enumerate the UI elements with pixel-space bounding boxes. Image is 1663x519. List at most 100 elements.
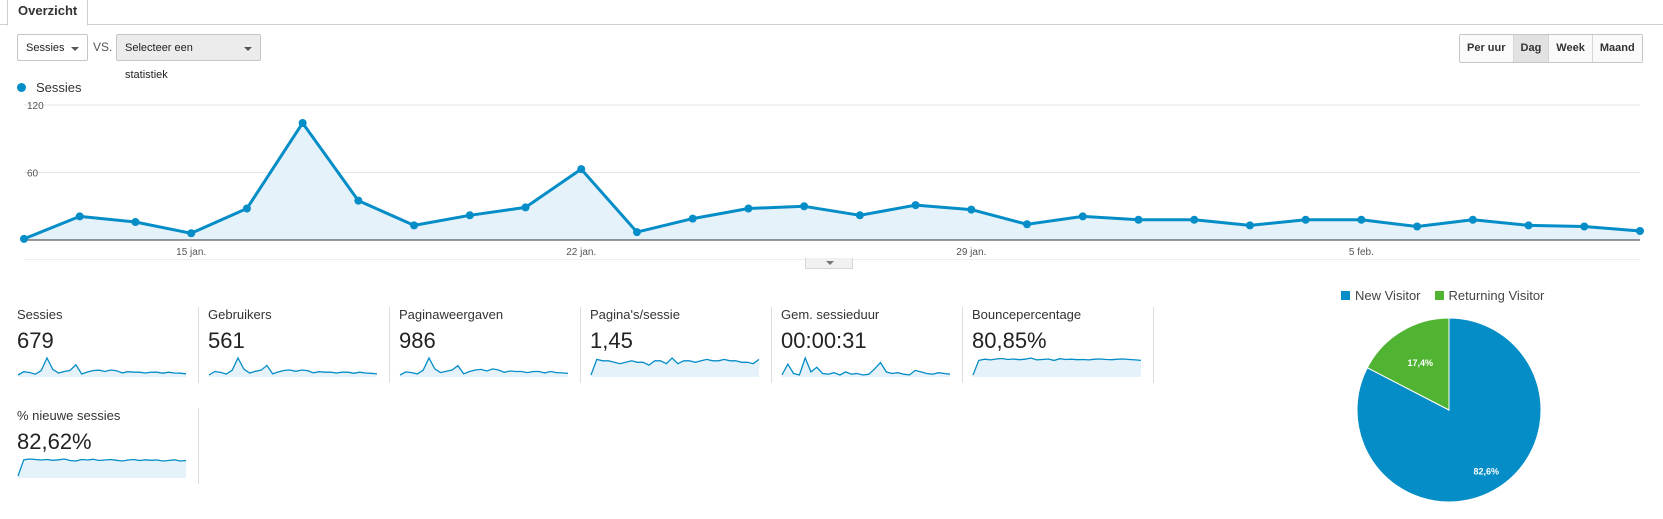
metric-sparkline	[781, 356, 951, 377]
data-point	[465, 211, 474, 220]
series-line	[23, 121, 1641, 241]
x-tick-label: 22 jan.	[566, 247, 596, 258]
metric-tile[interactable]: Gebruikers 561	[208, 307, 398, 385]
metric-tile[interactable]: Gem. sessieduur 00:00:31	[781, 307, 971, 385]
metric-label: Bouncepercentage	[972, 307, 1082, 322]
metric-value: 679	[17, 328, 54, 353]
data-point	[521, 203, 530, 212]
metric-tile[interactable]: Paginaweergaven 986	[399, 307, 589, 385]
metric-label: Pagina's/sessie	[590, 307, 680, 322]
metric-sparkline	[972, 357, 1142, 377]
pie-slice-label: 17,4%	[1408, 358, 1434, 368]
chevron-down-icon	[71, 47, 79, 51]
x-tick-label: 29 jan.	[956, 247, 986, 258]
pie-legend-returning: Returning Visitor	[1434, 288, 1545, 303]
data-point	[1078, 212, 1087, 221]
metric-value: 561	[208, 328, 245, 353]
pie-legend: New Visitor Returning Visitor	[1341, 288, 1544, 303]
sparkline-area	[591, 358, 759, 377]
sparkline-line	[781, 356, 951, 376]
tab-bar: Overzicht	[0, 0, 1663, 26]
metric-value: 00:00:31	[781, 328, 867, 353]
data-point	[20, 234, 28, 243]
data-point	[298, 119, 307, 127]
data-point	[967, 205, 976, 214]
data-point	[744, 204, 753, 213]
compare-metric-select[interactable]: Selecteer een statistiek	[116, 34, 261, 81]
compare-select-label: Selecteer een statistiek	[125, 42, 193, 81]
tile-divider	[1153, 307, 1154, 383]
y-tick-label: 120	[27, 101, 44, 112]
x-tick-label: 15 jan.	[176, 247, 206, 258]
visitor-type-pie-chart: 82,6% 17,4%	[1356, 317, 1542, 503]
data-point	[688, 214, 697, 223]
sparkline-line	[17, 458, 187, 477]
granularity-month-button[interactable]: Maand	[1592, 35, 1642, 62]
metric-tile[interactable]: Pagina's/sessie 1,45	[590, 307, 780, 385]
chart-collapse-handle[interactable]	[805, 258, 853, 269]
data-point	[1524, 221, 1533, 230]
sparkline-line	[590, 357, 760, 376]
metric-label: Sessies	[17, 307, 63, 322]
tile-divider	[771, 307, 772, 383]
sparkline-line	[208, 356, 378, 376]
data-point	[911, 201, 920, 210]
y-tick-label: 60	[27, 169, 39, 180]
sparkline-line	[972, 357, 1142, 376]
data-point	[1636, 227, 1644, 235]
granularity-hour-button[interactable]: Per uur	[1460, 35, 1514, 62]
metric-value: 986	[399, 328, 436, 353]
data-point	[1580, 222, 1589, 231]
data-point	[410, 221, 419, 230]
chevron-down-icon	[826, 261, 834, 265]
tile-divider	[580, 307, 581, 383]
pie-legend-returning-label: Returning Visitor	[1448, 288, 1545, 303]
granularity-day-button[interactable]: Dag	[1513, 35, 1550, 62]
granularity-toggle: Per uur Dag Week Maand	[1459, 34, 1643, 63]
data-point	[131, 218, 140, 226]
metric-label: Paginaweergaven	[399, 307, 504, 322]
metric-select[interactable]: Sessies	[17, 34, 88, 61]
series-dot-icon	[17, 83, 26, 92]
chart-legend: Sessies	[17, 80, 82, 95]
metric-sparkline	[17, 356, 187, 377]
pie-slice-label: 82,6%	[1474, 466, 1500, 476]
metric-label: Gebruikers	[208, 307, 272, 322]
legend-swatch-icon	[1434, 291, 1444, 300]
data-point	[242, 204, 251, 213]
data-point	[1357, 215, 1366, 224]
legend-label: Sessies	[36, 80, 82, 95]
sparkline-area	[18, 459, 186, 478]
sparkline-line	[17, 356, 187, 376]
tile-divider	[389, 307, 390, 383]
data-point	[1190, 215, 1199, 224]
tab-overview[interactable]: Overzicht	[7, 0, 89, 26]
data-point	[1023, 220, 1032, 229]
data-point	[1134, 215, 1143, 224]
metric-sparkline	[17, 458, 187, 478]
metric-tile[interactable]: % nieuwe sessies 82,62%	[17, 408, 207, 486]
metric-label: Gem. sessieduur	[781, 307, 880, 322]
legend-swatch-icon	[1341, 291, 1350, 300]
sessions-line-chart: 60 120 15 jan. 22 jan. 29 jan. 5 feb.	[20, 101, 1644, 260]
metric-value: 80,85%	[972, 328, 1047, 353]
tile-divider	[198, 408, 199, 484]
metric-tile[interactable]: Sessies 679	[17, 307, 207, 385]
vs-label: VS.	[93, 40, 113, 54]
metric-tile[interactable]: Bouncepercentage 80,85%	[972, 307, 1162, 385]
data-point	[187, 229, 196, 238]
chevron-down-icon	[244, 47, 252, 51]
x-tick-label: 5 feb.	[1349, 247, 1374, 258]
tile-divider	[198, 307, 199, 383]
granularity-week-button[interactable]: Week	[1549, 35, 1593, 62]
metric-sparkline	[590, 357, 760, 377]
metric-value: 1,45	[590, 328, 633, 353]
metric-label: % nieuwe sessies	[17, 408, 121, 423]
metric-value: 82,62%	[17, 429, 92, 454]
sparkline-line	[399, 356, 569, 376]
pie-slice[interactable]	[1366, 317, 1450, 411]
tile-divider	[962, 307, 963, 383]
sparkline-area	[973, 358, 1141, 377]
data-point	[855, 211, 864, 220]
data-point	[1413, 222, 1422, 231]
